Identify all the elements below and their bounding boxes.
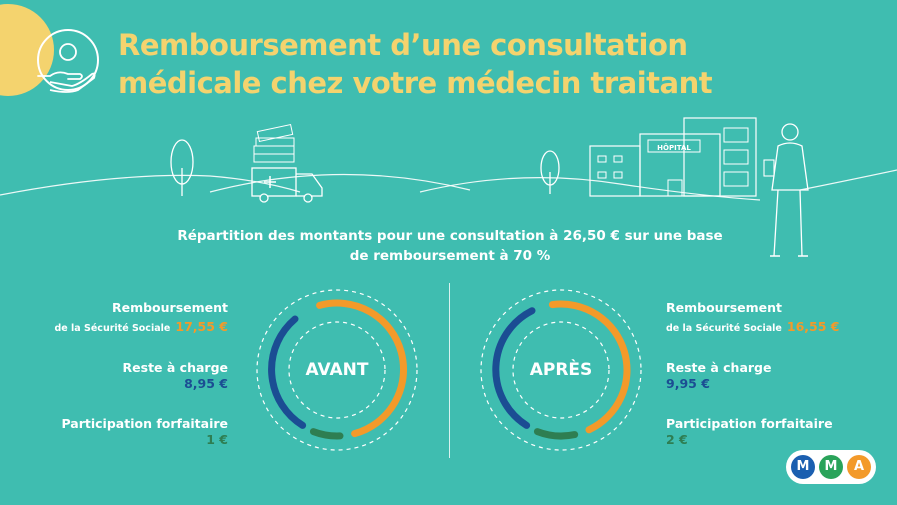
hospital-icon: HÔPITAL bbox=[589, 117, 757, 197]
hand-coin-icon bbox=[37, 29, 99, 93]
logo-letter-1: M bbox=[791, 455, 815, 479]
after-secu-block: Remboursement de la Sécurité Sociale 16,… bbox=[666, 300, 866, 335]
before-secu-label: Remboursement bbox=[111, 300, 228, 315]
before-ring bbox=[256, 289, 418, 451]
before-participation-label: Participation forfaitaire bbox=[61, 416, 228, 431]
logo-letter-3: A bbox=[847, 455, 871, 479]
after-ring-label: APRÈS bbox=[529, 360, 593, 380]
page-title: Remboursement d’une consultation médical… bbox=[118, 26, 818, 102]
after-reste-block: Reste à charge 9,95 € bbox=[666, 360, 866, 391]
before-reste-value: 8,95 € bbox=[184, 376, 228, 391]
ambulance-icon bbox=[251, 167, 323, 203]
after-reste-label: Reste à charge bbox=[666, 360, 772, 375]
after-secu-arc bbox=[548, 300, 631, 434]
tree-icon bbox=[540, 150, 560, 194]
before-secu-arc bbox=[316, 299, 408, 438]
title-line-1: Remboursement d’une consultation bbox=[118, 28, 688, 62]
after-participation-value: 2 € bbox=[666, 432, 688, 447]
landscape-illustration: HÔPITAL bbox=[0, 117, 897, 257]
after-participation-block: Participation forfaitaire 2 € bbox=[666, 416, 876, 447]
after-reste-arc bbox=[492, 307, 536, 429]
before-reste-label: Reste à charge bbox=[122, 360, 228, 375]
before-reste-block: Reste à charge 8,95 € bbox=[40, 360, 228, 391]
after-reste-value: 9,95 € bbox=[666, 376, 710, 391]
after-secu-label: Remboursement bbox=[666, 300, 783, 315]
nurse-icon bbox=[763, 123, 809, 257]
after-participation-label: Participation forfaitaire bbox=[666, 416, 833, 431]
logo-letter-2: M bbox=[819, 455, 843, 479]
before-secu-sublabel: de la Sécurité Sociale bbox=[54, 323, 171, 334]
before-participation-value: 1 € bbox=[206, 432, 228, 447]
title-line-2: médicale chez votre médecin traitant bbox=[118, 66, 713, 100]
after-participation-arc bbox=[533, 428, 579, 440]
tree-icon bbox=[170, 139, 194, 196]
after-ring bbox=[480, 289, 642, 451]
before-secu-value: 17,55 € bbox=[175, 319, 228, 334]
before-secu-block: Remboursement de la Sécurité Sociale 17,… bbox=[40, 300, 229, 335]
after-secu-sublabel: de la Sécurité Sociale bbox=[666, 323, 782, 334]
hospital-sign: HÔPITAL bbox=[657, 143, 691, 152]
before-participation-block: Participation forfaitaire 1 € bbox=[20, 416, 228, 447]
cash-stack-icon bbox=[253, 123, 295, 163]
subtitle-line-1: Répartition des montants pour une consul… bbox=[177, 228, 723, 244]
mma-logo: M M A bbox=[786, 450, 876, 484]
chart-subtitle: Répartition des montants pour une consul… bbox=[150, 226, 750, 266]
subtitle-line-2: de remboursement à 70 % bbox=[349, 248, 551, 264]
before-ring-label: AVANT bbox=[305, 360, 369, 380]
before-participation-arc bbox=[309, 428, 344, 440]
after-secu-value: 16,55 € bbox=[786, 319, 840, 334]
divider bbox=[449, 283, 450, 458]
before-reste-arc bbox=[268, 315, 307, 429]
